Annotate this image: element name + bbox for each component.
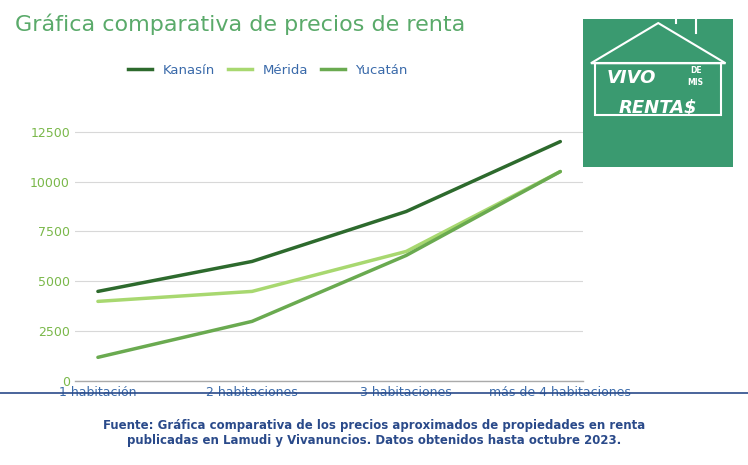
Text: MIS: MIS xyxy=(687,78,704,87)
Text: RENTA$: RENTA$ xyxy=(619,99,697,117)
Text: VIVO: VIVO xyxy=(607,69,656,87)
Text: Fuente: Gráfica comparativa de los precios aproximados de propiedades en renta
p: Fuente: Gráfica comparativa de los preci… xyxy=(103,418,645,446)
Text: DE: DE xyxy=(690,66,702,75)
Legend: Kanasín, Mérida, Yucatán: Kanasín, Mérida, Yucatán xyxy=(123,59,413,82)
Text: Gráfica comparativa de precios de renta: Gráfica comparativa de precios de renta xyxy=(15,14,465,35)
